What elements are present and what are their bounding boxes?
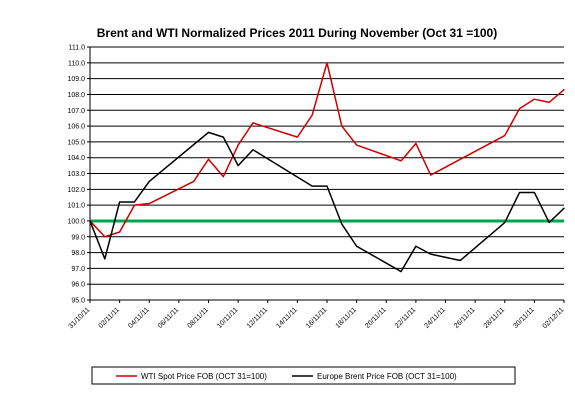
chart-title: Brent and WTI Normalized Prices 2011 Dur… xyxy=(97,26,497,40)
y-tick-label: 110.0 xyxy=(68,60,85,67)
y-tick-label: 111.0 xyxy=(69,45,86,52)
legend-brent-label: Europe Brent Price FOB (OCT 31=100) xyxy=(317,372,457,381)
y-tick-label: 101.0 xyxy=(67,203,85,210)
y-tick-label: 100.0 xyxy=(67,218,85,225)
series-0 xyxy=(89,62,565,238)
y-tick-label: 96.0 xyxy=(71,282,85,289)
y-tick-label: 105.0 xyxy=(67,139,85,146)
y-tick-label: 98.0 xyxy=(71,250,85,257)
y-tick-label: 106.0 xyxy=(67,124,85,131)
series-line xyxy=(89,62,565,238)
series-line xyxy=(89,131,565,273)
legend-wti-label: WTI Spot Price FOB (OCT 31=100) xyxy=(141,372,267,381)
y-tick-label: 104.0 xyxy=(67,155,85,162)
y-tick-label: 97.0 xyxy=(71,266,85,273)
series xyxy=(89,62,565,273)
series-1 xyxy=(89,131,565,273)
y-tick-label: 109.0 xyxy=(67,76,85,83)
y-tick-label: 107.0 xyxy=(67,108,85,115)
y-tick-label: 103.0 xyxy=(67,171,85,178)
y-tick-label: 108.0 xyxy=(67,92,85,99)
y-axis-ticks: 95.0 96.0 97.0 98.0 99.0 100.0 101.0 102.0 103.0… xyxy=(67,45,90,305)
y-tick-label: 99.0 xyxy=(71,234,85,241)
y-tick-label: 102.0 xyxy=(67,187,85,194)
y-tick-label: 95.0 xyxy=(71,298,85,305)
